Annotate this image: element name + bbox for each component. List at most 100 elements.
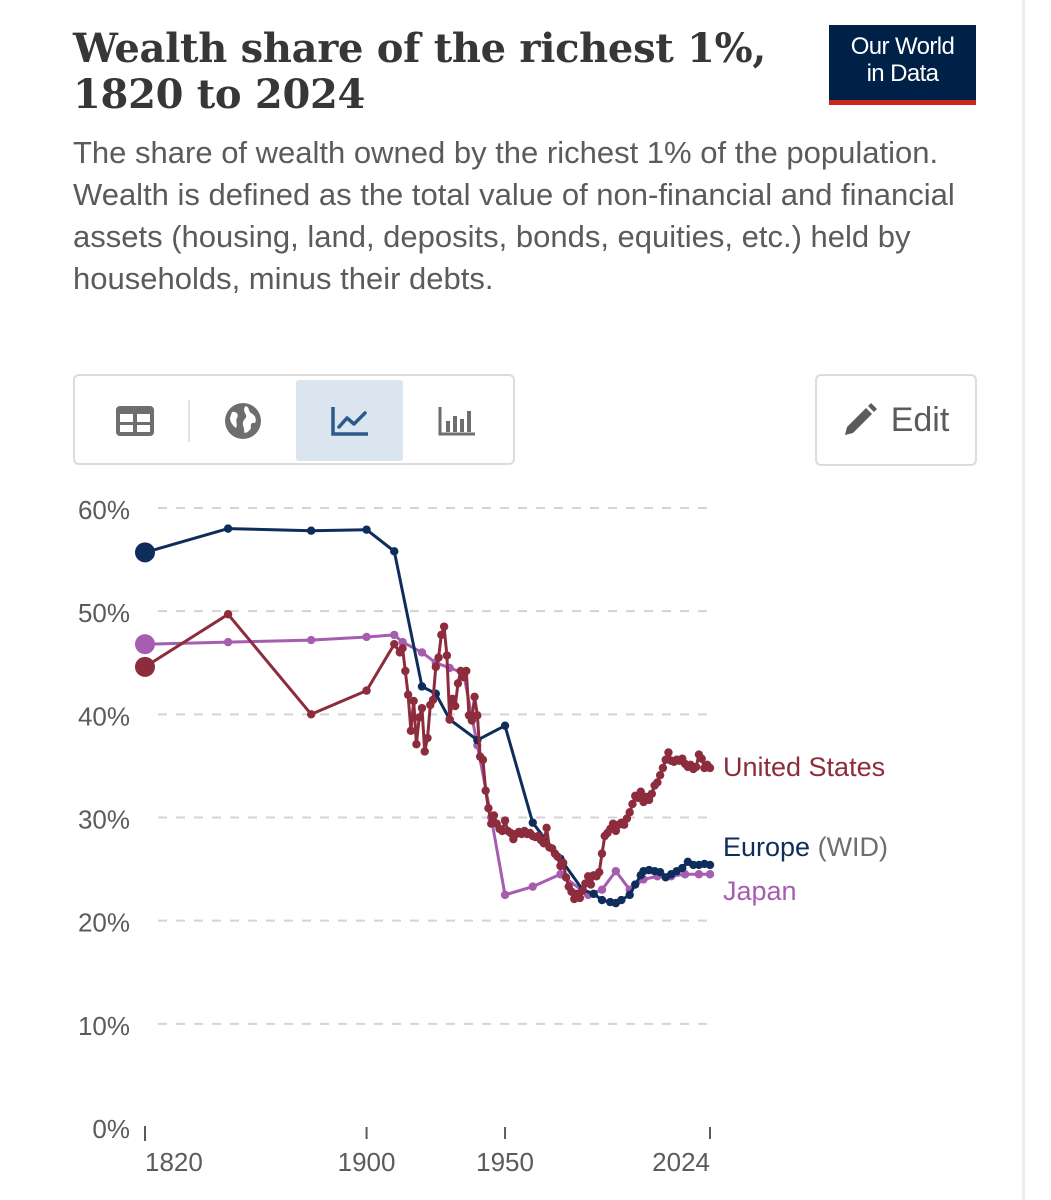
data-point — [705, 860, 715, 870]
data-point — [694, 870, 704, 879]
data-point — [625, 808, 634, 817]
data-point — [409, 696, 418, 706]
data-point — [448, 694, 457, 704]
data-point — [553, 852, 562, 861]
data-point — [561, 873, 571, 882]
data-point — [595, 867, 604, 877]
bar-chart-icon — [438, 406, 475, 435]
chart-subtitle: The share of wealth owned by the richest… — [73, 135, 955, 296]
data-point — [655, 771, 665, 780]
data-point — [390, 547, 399, 556]
series-label-1: Europe (WID) — [723, 832, 888, 862]
view-tabs — [73, 374, 515, 465]
y-tick-label: 0% — [92, 1114, 130, 1144]
data-point — [597, 849, 607, 858]
data-point — [705, 763, 715, 773]
data-point — [617, 895, 626, 905]
data-point — [401, 666, 410, 676]
data-point — [423, 733, 432, 743]
series-label-name: Europe — [723, 832, 810, 862]
data-point — [542, 823, 551, 833]
data-point — [223, 610, 233, 619]
series-line-1 — [144, 527, 711, 905]
data-point — [223, 524, 233, 533]
chart-title-line-2: 1820 to 2024 — [73, 71, 366, 118]
data-point — [450, 701, 460, 711]
edit-button[interactable]: Edit — [815, 374, 977, 466]
data-point — [628, 799, 637, 809]
series-label-extra: (WID) — [810, 832, 888, 862]
data-point — [439, 622, 449, 631]
data-point — [586, 880, 596, 889]
data-point — [578, 886, 587, 895]
data-point — [417, 703, 427, 713]
tab-bar[interactable] — [403, 380, 510, 461]
data-point — [678, 863, 687, 873]
data-point — [597, 885, 607, 894]
tab-separator — [188, 400, 190, 442]
tab-map[interactable] — [189, 380, 296, 461]
data-point — [135, 634, 155, 655]
data-point — [135, 656, 155, 677]
data-point — [428, 695, 438, 705]
data-point — [655, 867, 665, 877]
logo-line-2: in Data — [866, 60, 939, 87]
y-tick-label: 30% — [78, 805, 130, 835]
tab-table[interactable] — [81, 380, 188, 461]
y-tick-label: 50% — [78, 598, 130, 628]
data-point — [412, 740, 421, 749]
data-point — [559, 858, 568, 868]
data-point — [398, 644, 407, 653]
data-point — [611, 866, 621, 876]
data-point — [403, 690, 413, 699]
data-point — [597, 895, 607, 905]
data-point — [467, 716, 477, 725]
data-point — [362, 632, 371, 642]
data-point — [705, 870, 715, 879]
data-point — [528, 818, 537, 827]
chart-card — [1022, 0, 1025, 1200]
data-point — [406, 726, 416, 736]
pencil-icon — [844, 403, 877, 435]
data-point — [575, 893, 585, 903]
y-tick-label: 60% — [78, 495, 130, 525]
series-line-0 — [144, 633, 710, 897]
data-point — [470, 692, 479, 701]
data-point — [625, 890, 634, 900]
chart-title-line-1: Wealth share of the richest 1%, — [73, 25, 766, 72]
data-point — [697, 754, 706, 763]
data-point — [442, 651, 452, 660]
data-point — [362, 525, 371, 534]
data-point — [528, 882, 537, 891]
x-tick-label: 1900 — [338, 1147, 396, 1177]
data-point — [431, 662, 441, 672]
owid-logo[interactable]: Our World in Data — [829, 25, 976, 105]
series-label-name: United States — [723, 752, 885, 782]
data-point — [500, 890, 510, 900]
logo-line-1: Our World — [850, 33, 955, 60]
data-point — [589, 889, 598, 899]
globe-icon — [224, 402, 261, 439]
data-point — [223, 637, 233, 647]
data-point — [473, 711, 482, 720]
tab-chart[interactable] — [296, 380, 403, 461]
data-point — [362, 686, 371, 695]
data-point — [658, 763, 668, 773]
edit-label: Edit — [890, 400, 950, 439]
data-point — [390, 639, 399, 649]
data-point — [484, 804, 493, 813]
y-tick-label: 40% — [78, 701, 130, 731]
x-tick-label: 2024 — [652, 1147, 710, 1177]
data-point — [445, 715, 454, 724]
data-point — [437, 630, 446, 640]
x-tick-label: 1950 — [476, 1147, 534, 1177]
data-point — [135, 542, 155, 563]
data-point — [489, 811, 499, 820]
data-point — [478, 755, 488, 764]
data-point — [398, 637, 407, 647]
y-tick-label: 10% — [78, 1011, 130, 1041]
series-label-name: Japan — [723, 876, 797, 906]
series-label-2: United States — [723, 752, 885, 782]
x-tick-label: 1820 — [145, 1147, 203, 1177]
data-point — [417, 648, 427, 657]
